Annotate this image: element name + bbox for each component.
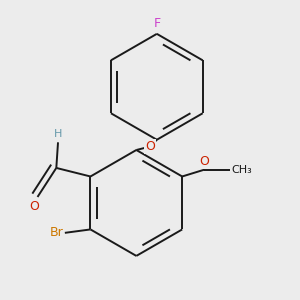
Text: O: O: [29, 200, 39, 213]
Text: F: F: [153, 17, 161, 30]
Text: O: O: [145, 140, 155, 153]
Text: O: O: [200, 154, 209, 168]
Text: H: H: [54, 129, 62, 139]
Text: Br: Br: [50, 226, 63, 239]
Text: CH₃: CH₃: [232, 165, 253, 175]
